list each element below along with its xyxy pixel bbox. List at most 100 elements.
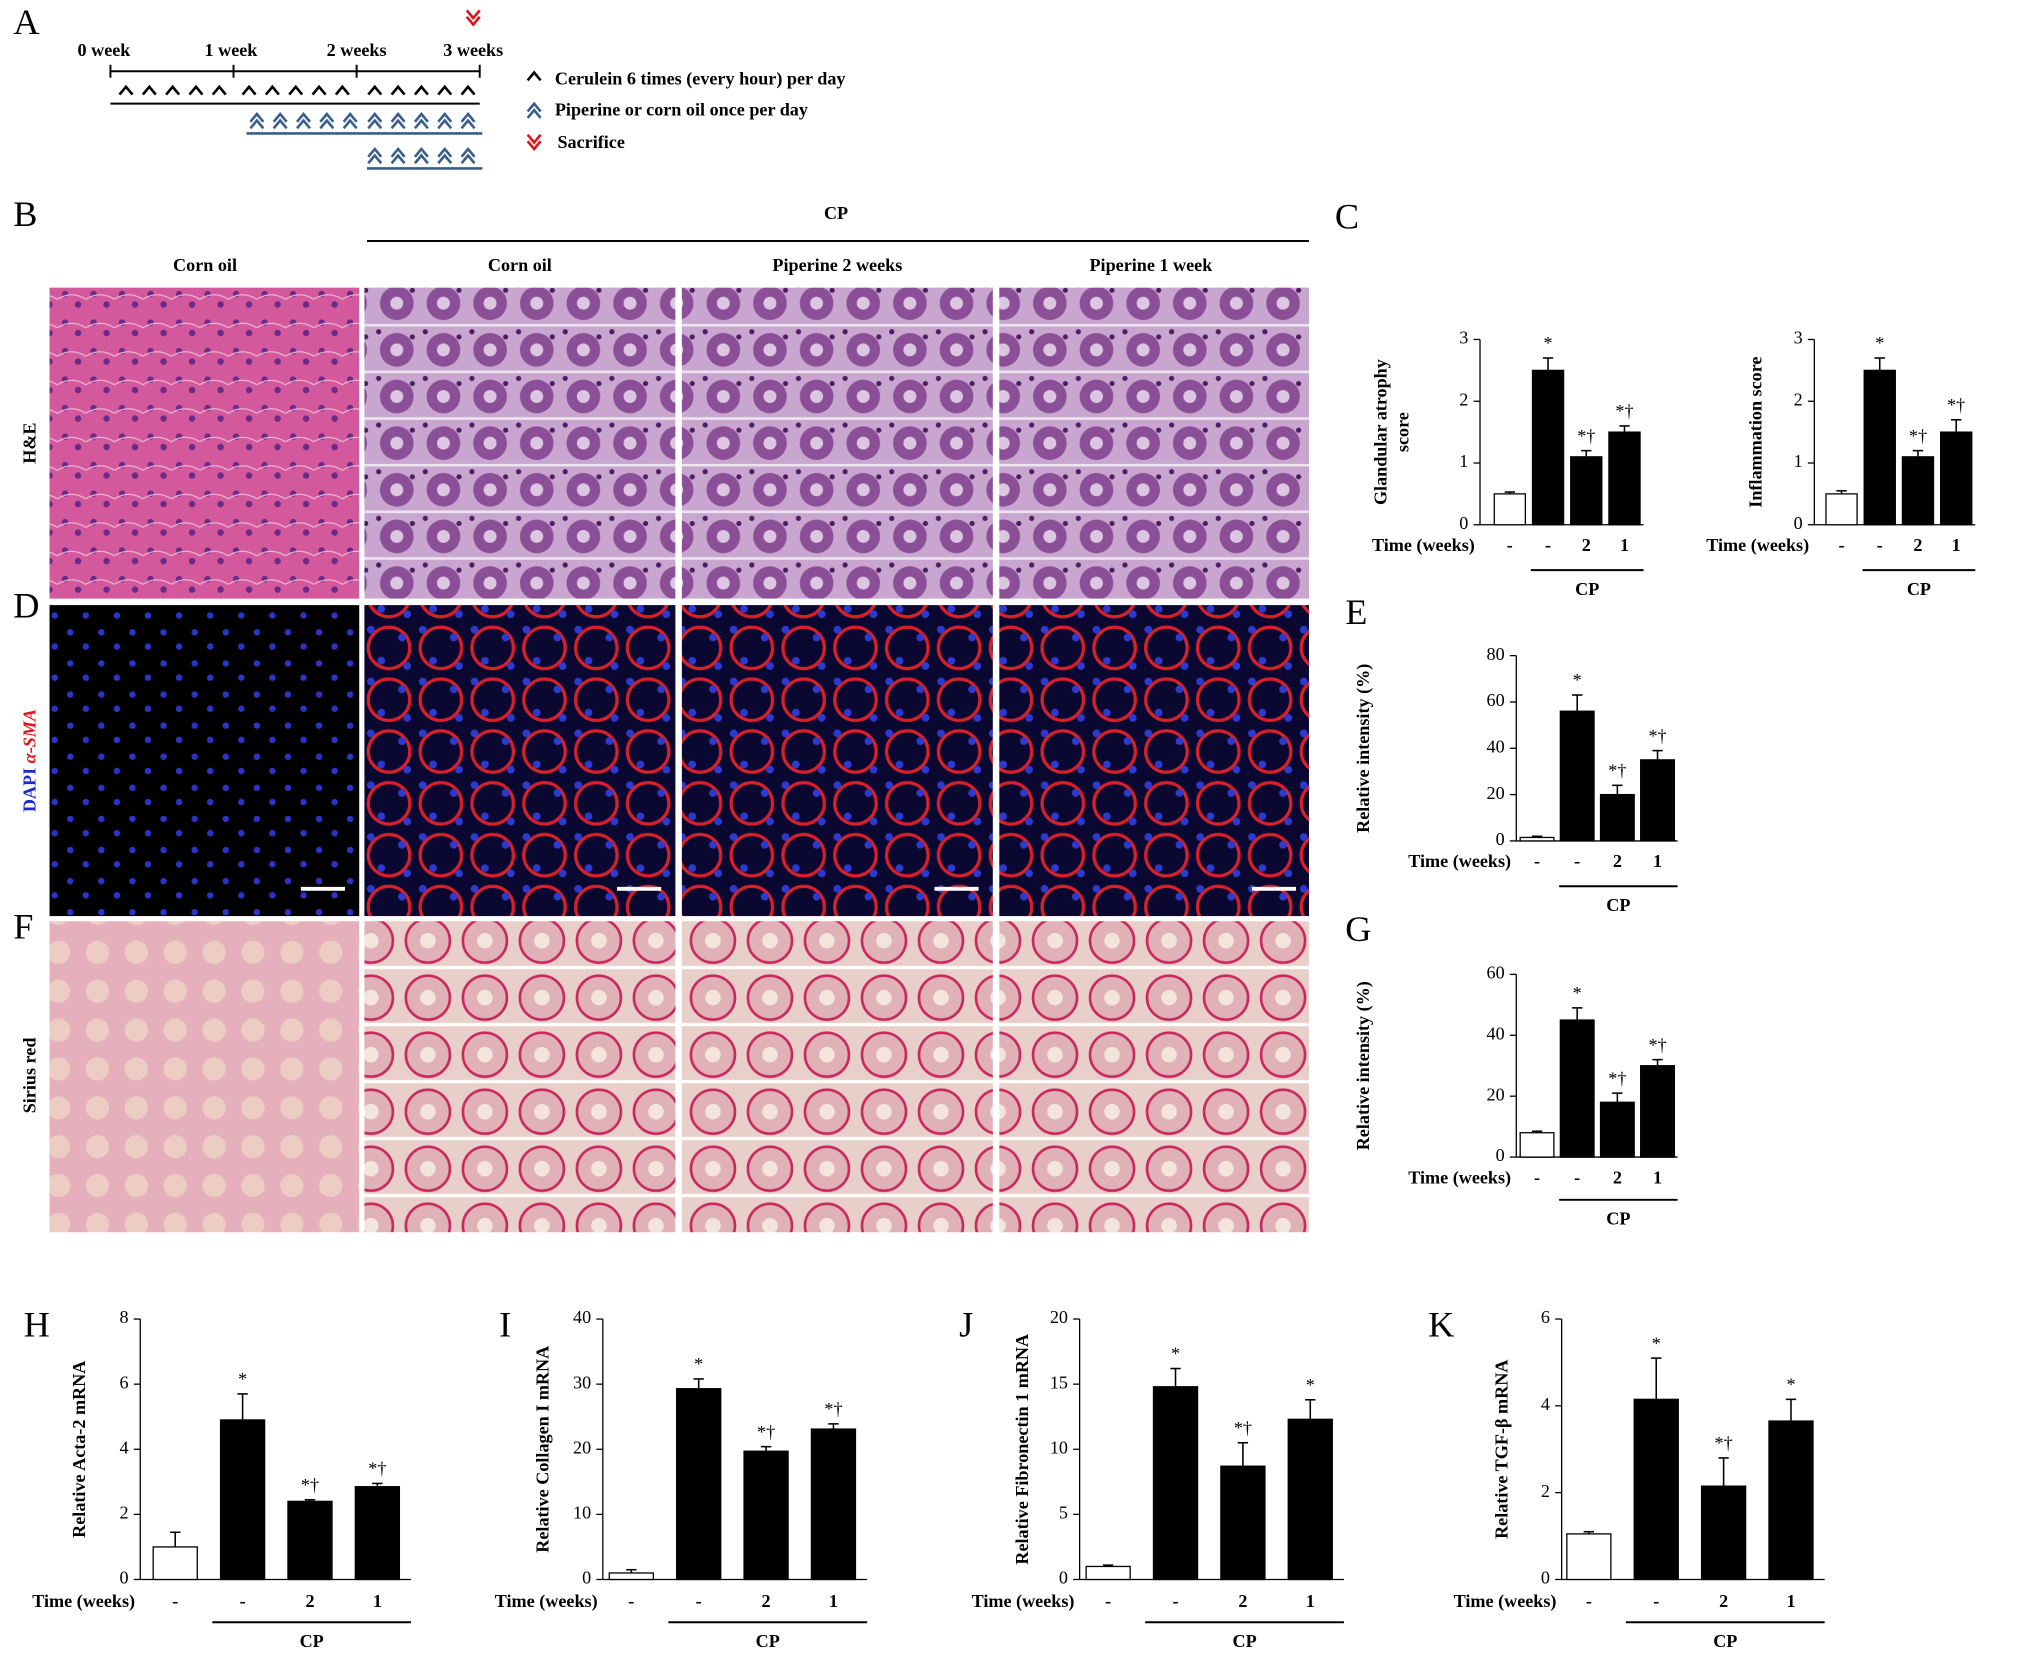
chart: J 0 5 10 15 20 Relative Fibronectin 1 mRNA - - * 2…: [959, 1304, 1344, 1651]
bar: [287, 1500, 333, 1581]
arrow: [526, 70, 542, 82]
y-axis-label: Glandular atrophy: [1370, 359, 1390, 505]
y-tick-label: 10: [573, 1503, 591, 1523]
arrow: [342, 118, 358, 130]
x-tick-label: -: [1534, 851, 1540, 871]
bar: [1566, 1533, 1612, 1581]
bar: [1640, 759, 1676, 842]
chart: H 0 2 4 6 8 Relative Acta-2 mRNA - - * 2 *† 1 *† Time …: [24, 1304, 412, 1651]
group-label: CP: [1575, 579, 1599, 599]
bar: [1085, 1565, 1131, 1581]
y-tick-label: 15: [1050, 1372, 1068, 1392]
y-tick-label: 0: [1059, 1568, 1068, 1588]
micrograph: [364, 287, 676, 599]
x-axis-title: Time (weeks): [1706, 535, 1809, 556]
panel-letter: A: [13, 2, 39, 42]
bar: [1493, 493, 1527, 526]
y-tick-label: 20: [573, 1437, 591, 1457]
y-tick-label: 0: [1794, 513, 1803, 533]
annotation: *†: [1577, 426, 1595, 446]
arrow: [165, 84, 181, 96]
micrograph: [681, 287, 993, 599]
y-axis-label: Relative Collagen I mRNA: [533, 1346, 553, 1553]
group-label: CP: [1606, 1209, 1630, 1229]
x-tick-label: -: [1838, 535, 1844, 555]
y-axis-label: score: [1392, 412, 1412, 452]
annotation: *†: [301, 1475, 319, 1495]
x-axis-title: Time (weeks): [972, 1591, 1075, 1612]
group-label: CP: [756, 1631, 780, 1651]
bar: [1531, 369, 1565, 526]
x-tick-label: -: [696, 1591, 702, 1611]
week-label: 1 week: [205, 40, 259, 60]
chart: I 0 10 20 30 40 Relative Collagen I mRNA - - * 2 *†…: [495, 1304, 868, 1651]
arrow: [460, 146, 476, 158]
column-label: Piperine 2 weeks: [772, 255, 902, 275]
group-label: CP: [1907, 579, 1931, 599]
arrow: [367, 111, 383, 123]
annotation: *†: [757, 1422, 775, 1442]
arrow: [211, 84, 227, 96]
bar: [1570, 456, 1603, 526]
x-axis-title: Time (weeks): [1408, 851, 1511, 872]
annotation: *: [1544, 333, 1553, 353]
chart: K 0 2 4 6 Relative TGF-β mRNA - - * 2 *† 1 * Time (we…: [1428, 1304, 1825, 1651]
x-tick-label: -: [1574, 1167, 1580, 1187]
bar: [1825, 493, 1858, 526]
arrow: [319, 118, 335, 130]
row-label: DAPI α-SMA: [20, 709, 40, 812]
annotation: *†: [1648, 726, 1666, 746]
group-label: CP: [1713, 1631, 1737, 1651]
panel-letter: G: [1345, 909, 1371, 949]
annotation: *: [1875, 333, 1884, 353]
micrograph: [999, 605, 1309, 917]
y-tick-label: 3: [1794, 328, 1803, 348]
arrow: [264, 84, 280, 96]
panel-letter: C: [1335, 197, 1359, 237]
x-axis-title: Time (weeks): [495, 1591, 598, 1612]
x-axis-title: Time (weeks): [1454, 1591, 1557, 1612]
annotation: *†: [1608, 761, 1626, 781]
bar: [1152, 1386, 1199, 1581]
x-tick-label: -: [1545, 535, 1551, 555]
annotation: *: [1573, 983, 1582, 1003]
arrow: [460, 111, 476, 123]
x-tick-label: -: [628, 1591, 634, 1611]
bar: [152, 1546, 198, 1581]
y-tick-label: 0: [1541, 1568, 1550, 1588]
arrow: [272, 111, 288, 123]
arrow: [465, 16, 481, 27]
y-tick-label: 40: [1487, 736, 1505, 756]
bar: [1559, 1019, 1595, 1158]
x-tick-label: -: [1586, 1591, 1592, 1611]
chart: E 0 20 40 60 80 Relative intensity (%) - - * 2 *† 1 *…: [1345, 592, 1678, 915]
y-axis-label: Relative intensity (%): [1353, 981, 1374, 1150]
arrow: [367, 84, 383, 96]
arrow: [188, 84, 204, 96]
y-axis-label: Relative TGF-β mRNA: [1491, 1360, 1511, 1539]
bar: [1220, 1465, 1266, 1581]
arrow: [390, 111, 406, 123]
arrow: [413, 153, 429, 165]
arrow: [311, 84, 327, 96]
y-tick-label: 2: [1794, 389, 1803, 409]
arrow: [413, 146, 429, 158]
legend-text: Sacrifice: [557, 132, 624, 152]
x-axis-title: Time (weeks): [1372, 535, 1475, 556]
y-tick-label: 20: [1487, 1084, 1505, 1104]
x-tick-label: 2: [1613, 851, 1622, 871]
y-tick-label: 2: [1541, 1481, 1550, 1501]
micrograph: [364, 605, 676, 917]
group-label: CP: [824, 203, 848, 223]
x-tick-label: 2: [1613, 1167, 1622, 1187]
arrow: [526, 140, 542, 152]
arrow: [319, 111, 335, 123]
arrow: [390, 84, 406, 96]
bar: [676, 1388, 722, 1581]
arrow: [241, 84, 257, 96]
arrow: [249, 111, 265, 123]
x-tick-label: 1: [1653, 1167, 1662, 1187]
x-tick-label: 1: [373, 1591, 382, 1611]
arrow: [460, 153, 476, 165]
